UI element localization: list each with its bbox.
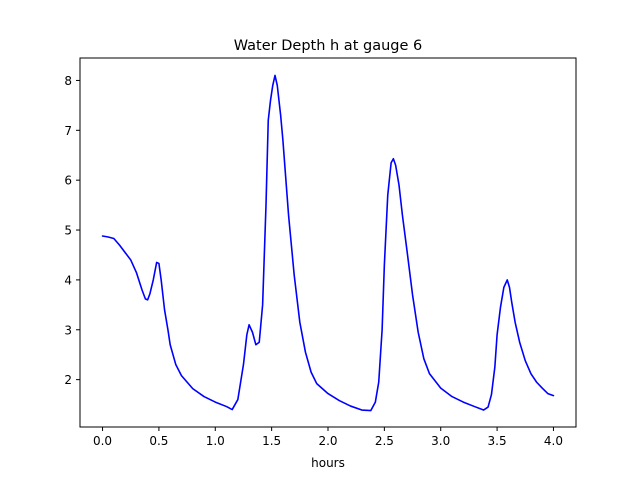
y-tick-label: 7 [64, 124, 72, 138]
y-tick-label: 4 [64, 273, 72, 287]
y-tick-label: 3 [64, 323, 72, 337]
chart-title: Water Depth h at gauge 6 [234, 38, 422, 54]
x-tick-label: 1.5 [262, 434, 281, 448]
x-tick-label: 0.0 [93, 434, 112, 448]
y-tick-label: 2 [64, 373, 72, 387]
x-tick-label: 4.0 [544, 434, 563, 448]
y-tick-label: 6 [64, 174, 72, 188]
x-tick-label: 3.5 [488, 434, 507, 448]
y-tick-label: 8 [64, 74, 72, 88]
series-line-0 [101, 74, 555, 412]
x-tick-label: 0.5 [149, 434, 168, 448]
x-tick-label: 3.0 [431, 434, 450, 448]
x-axis-title: hours [311, 456, 345, 470]
plot-area: 0.0 0.5 1.0 1.5 2.0 2.5 3.0 3.5 4.0 2 3 4 5 6 7 8 [64, 57, 577, 448]
x-tick-label: 2.5 [375, 434, 394, 448]
x-tick-label: 2.0 [318, 434, 337, 448]
y-tick-label: 5 [64, 224, 72, 238]
x-tick-label: 1.0 [206, 434, 225, 448]
